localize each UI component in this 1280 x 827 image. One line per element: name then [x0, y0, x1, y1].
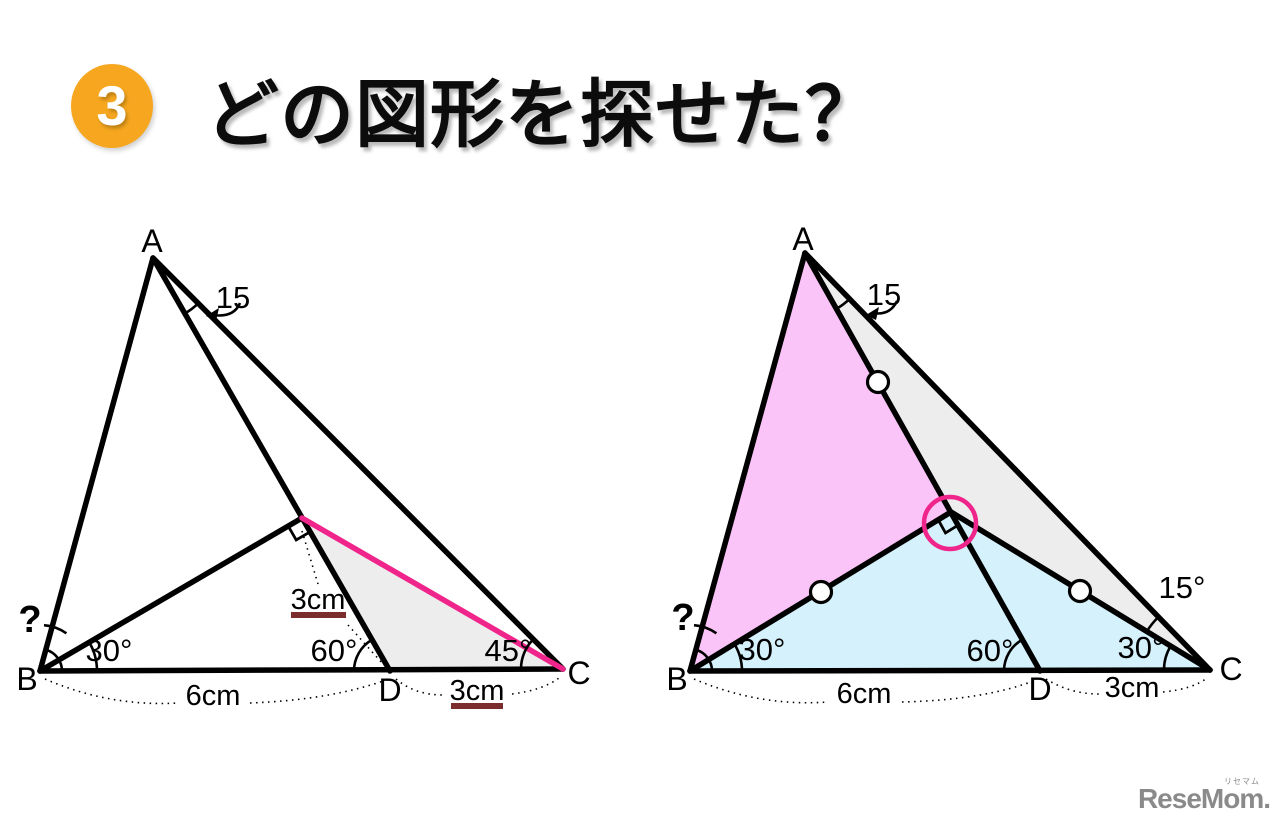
left-angle-30-label: 30°	[86, 633, 133, 668]
right-arc-c-30	[1162, 645, 1172, 671]
left-dotted-bd-2	[249, 679, 387, 704]
right-arc-c-15	[1145, 616, 1160, 633]
left-segment-ec-pink	[299, 515, 566, 672]
left-arc-b-inner	[45, 648, 64, 672]
badge-number: 3	[96, 74, 128, 137]
right-length-bd-label: 6cm	[837, 678, 892, 710]
right-vertex-b-label: B	[666, 661, 687, 697]
right-equal-mark-ae	[865, 369, 891, 395]
left-figure: A B C D 15 ? 30° 60° 45° 3cm 6cm 3cm	[16, 223, 590, 712]
left-triangle-lines	[37, 255, 566, 674]
right-side-ac	[802, 250, 1213, 673]
right-dotted-measures	[693, 677, 1208, 704]
watermark-ruby: リセマム	[1224, 777, 1260, 787]
right-dotted-bd-2	[901, 679, 1037, 703]
right-vertex-c-label: C	[1219, 651, 1242, 687]
right-arc-d-60	[1002, 638, 1024, 672]
right-right-angle-mark	[936, 519, 960, 535]
right-angle-arcs	[693, 297, 1172, 672]
right-side-bc	[687, 667, 1213, 674]
right-arc-b-inner	[695, 648, 714, 672]
page-title: どの図形を探せた？	[205, 73, 880, 156]
right-equal-mark-be	[808, 579, 834, 605]
right-arc-b-question	[693, 623, 718, 635]
left-arc-a-15	[184, 302, 200, 315]
left-arc-c-45	[519, 638, 535, 670]
left-angle-60-label: 60°	[311, 633, 358, 668]
left-vertex-b-label: B	[16, 661, 37, 697]
left-length-dc-label: 3cm	[450, 675, 505, 707]
left-dotted-bd-1	[44, 678, 179, 705]
left-cevian-ad	[150, 255, 393, 674]
right-blue-triangle-bec	[690, 512, 1210, 671]
left-right-angle-mark	[286, 525, 311, 542]
right-figure: A B C D 15 ? 30° 60° 30° 15° 6cm 3cm	[666, 221, 1242, 710]
right-angle-15-label: 15	[867, 277, 901, 312]
right-equal-marks	[808, 369, 1093, 605]
right-length-dc-label: 3cm	[1105, 672, 1160, 704]
left-angle-15-label: 15	[216, 280, 250, 315]
right-angle-c30-label: 30°	[1118, 630, 1165, 665]
right-pink-triangle-abe	[690, 253, 951, 671]
left-side-ac	[150, 255, 566, 672]
right-angle-c15-label: 15°	[1159, 570, 1206, 605]
right-equal-mark-ec	[1067, 578, 1093, 604]
left-vertex-c-label: C	[567, 655, 590, 691]
right-15-arrowhead	[866, 307, 879, 320]
left-vertex-a-label: A	[141, 223, 163, 259]
watermark-brand: ReseMom.	[1137, 783, 1271, 815]
right-angle-question-label: ?	[671, 597, 694, 639]
right-cevian-ad	[802, 250, 1043, 674]
left-segment-be	[37, 515, 305, 674]
left-dotted-dc-1	[395, 678, 444, 696]
left-arc-d-60	[352, 638, 373, 672]
left-side-ab	[37, 255, 156, 674]
right-vertex-a-label: A	[792, 221, 814, 257]
right-arc-b-30	[733, 643, 744, 672]
left-angle-question-label: ?	[18, 599, 41, 641]
left-length-bd-label: 6cm	[186, 680, 241, 712]
left-arc-b-30	[88, 641, 99, 672]
left-underline-ed	[291, 612, 346, 618]
right-angle-highlight-circle	[921, 494, 979, 552]
left-arc-b-question	[43, 623, 68, 635]
right-dotted-dc-1	[1045, 678, 1104, 695]
right-side-ab	[687, 250, 808, 674]
left-vertex-d-label: D	[378, 672, 401, 708]
right-dotted-dc-2	[1162, 677, 1208, 693]
left-15-arrowhead	[206, 308, 219, 321]
right-angle-b30-label: 30°	[739, 632, 786, 667]
question-number-badge: 3	[71, 64, 153, 148]
right-arc-a-15	[835, 297, 851, 310]
left-length-ed-label: 3cm	[291, 584, 346, 616]
right-dotted-bd-1	[693, 678, 829, 704]
left-dotted-measures	[44, 530, 560, 705]
left-dotted-dc-2	[511, 677, 560, 695]
left-underline-dc	[451, 703, 503, 709]
watermark: リセマム ReseMom.	[1137, 776, 1271, 815]
left-side-bc	[37, 666, 566, 674]
left-angle-45-label: 45°	[485, 633, 532, 668]
right-angle-60-label: 60°	[967, 633, 1014, 668]
right-vertex-d-label: D	[1028, 671, 1051, 707]
